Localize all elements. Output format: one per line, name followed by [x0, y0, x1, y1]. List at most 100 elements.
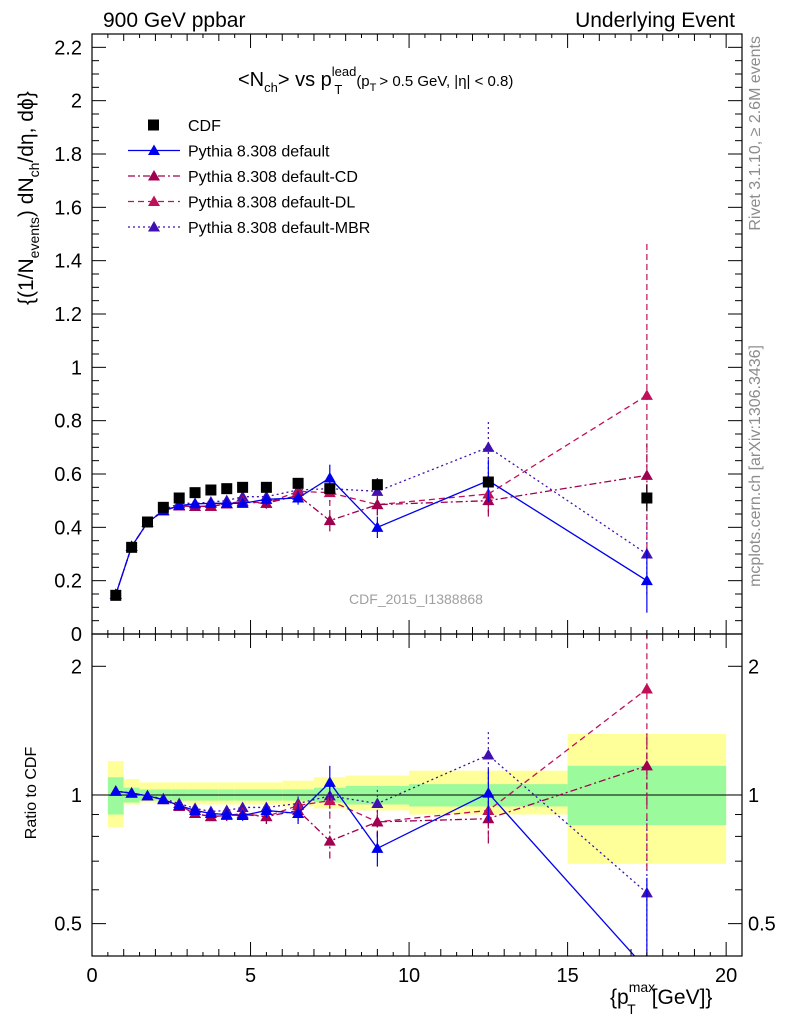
point-default-12: [371, 521, 384, 532]
point-cd-14: [640, 469, 653, 480]
ratio-line-cd: [115, 765, 648, 842]
ratio-point-default-8: [236, 809, 249, 821]
point-mbr-13: [482, 441, 495, 452]
ratio-series-group: [109, 634, 653, 975]
main-y-tick-label: 1.4: [54, 251, 82, 273]
point-default-11: [323, 472, 336, 483]
main-y-tick-label: 0.4: [54, 517, 82, 539]
ratio-point-cd-12: [371, 815, 384, 827]
ratio-point-default-9: [260, 804, 273, 815]
title-part-b-sub: T: [334, 82, 342, 97]
title-part-a-sub: ch: [264, 80, 278, 95]
x-tick-label: 20: [715, 965, 737, 987]
ratio-point-cd-11: [323, 835, 336, 846]
ratio-point-mbr-12: [371, 797, 384, 809]
main-y-tick-label: 1.8: [54, 144, 82, 166]
point-data-10: [292, 477, 304, 489]
ylabel-part-b: ) dN: [15, 177, 38, 217]
main-y-tick-label: 1.2: [54, 304, 82, 326]
legend: CDF Pythia 8.308 default Pythia 8.308 defa…: [128, 118, 370, 237]
xlabel-part-a-sub: T: [627, 1001, 636, 1017]
x-tick-label: 0: [86, 965, 97, 987]
point-default-8: [236, 497, 249, 508]
point-data-6: [205, 484, 217, 496]
ratio-point-default-0: [109, 785, 122, 796]
main-y-tick-label: 1: [71, 357, 82, 379]
ratio-point-default-4: [173, 799, 186, 810]
ratio-point-default-1: [125, 787, 138, 798]
xlabel-part-a-sup: max: [629, 979, 655, 995]
ratio-point-default-6: [204, 807, 217, 818]
ylabel-part-a: {(1/N: [15, 258, 38, 305]
main-y-tick-label: 1.6: [54, 197, 82, 219]
point-data-2: [141, 516, 153, 528]
plot-marks: [109, 240, 653, 975]
ratio-y-tick-label-right: 0.5: [748, 914, 776, 936]
rivet-label: Rivet 3.1.10, ≥ 2.6M events: [747, 36, 764, 231]
point-data-7: [221, 483, 233, 495]
ratio-y-tick-label-right: 1: [748, 785, 759, 807]
point-cd-11: [323, 514, 336, 526]
point-default-4: [173, 499, 186, 510]
legend-marker-data: [148, 119, 159, 131]
main-y-tick-label: 0: [71, 624, 82, 646]
legend-label-default: Pythia 8.308 default: [188, 144, 330, 161]
ratio-point-default-13: [482, 787, 495, 798]
point-data-8: [237, 481, 249, 493]
ratio-point-default-7: [220, 808, 233, 820]
main-y-tick-label: 0.2: [54, 571, 82, 593]
ratio-y-tick-label: 0.5: [54, 914, 82, 936]
ratio-point-default-2: [141, 789, 154, 801]
chart-title: <Nch> vs plead T (pT > 0.5 GeV, |η| < 0.8): [238, 64, 513, 97]
point-default-9: [260, 493, 273, 504]
legend-label-cd: Pythia 8.308 default-CD: [188, 169, 358, 186]
main-y-tick-label: 2: [71, 91, 82, 113]
main-y-tick-label: 0.8: [54, 411, 82, 433]
legend-marker-mbr: [148, 221, 160, 232]
point-cd-12: [371, 498, 384, 510]
ratio-point-default-3: [157, 793, 170, 805]
ratio-band-green-0: [107, 777, 124, 815]
point-data-1: [126, 541, 138, 553]
point-default-5: [189, 497, 202, 509]
header-right: Underlying Event: [575, 9, 735, 32]
point-dl-14: [640, 389, 653, 400]
ratio-point-default-11: [323, 776, 336, 787]
main-series-group: [109, 240, 653, 613]
axes: 0 5 10 15 20 0 0.2 0.4 0.6 0.8 1 1.2 1.4 1.6 1.8 2 2.2 0.…: [54, 33, 776, 987]
title-part-d: > 0.5 GeV, |η| < 0.8): [379, 73, 513, 90]
point-default-10: [292, 492, 305, 503]
ratio-point-mbr-13: [482, 749, 495, 760]
y-axis-label: {(1/Nevents) dNch/dη, dϕ}: [15, 91, 42, 305]
xlabel-part-b: [GeV]}: [652, 986, 713, 1009]
ratio-y-tick-label: 1: [71, 785, 82, 807]
point-mbr-12: [371, 485, 384, 496]
x-tick-label: 5: [245, 965, 256, 987]
ratio-point-cd-14: [640, 759, 653, 771]
x-tick-label: 10: [398, 965, 420, 987]
point-data-11: [324, 483, 336, 495]
ratio-point-default-10: [292, 807, 305, 818]
point-data-3: [157, 501, 169, 513]
ratio-y-tick-label: 2: [71, 656, 82, 678]
ratio-point-default-14: [641, 964, 653, 975]
mcplots-label: mcplots.cern.ch [arXiv:1306.3436]: [747, 345, 764, 587]
main-y-tick-label: 2.2: [54, 37, 82, 59]
title-part-b: > vs p: [278, 69, 332, 91]
title-part-c-sub: T: [370, 82, 377, 94]
point-data-4: [173, 492, 185, 504]
title-part-a: <N: [238, 69, 264, 91]
point-data-12: [371, 479, 383, 491]
point-default-14: [640, 574, 653, 586]
ratio-y-axis-label: Ratio to CDF: [23, 747, 40, 840]
analysis-watermark: CDF_2015_I1388868: [349, 591, 483, 607]
ratio-point-default-12: [371, 842, 384, 853]
legend-label-dl: Pythia 8.308 default-DL: [188, 195, 355, 212]
point-data-14: [641, 492, 653, 504]
legend-marker-default: [148, 144, 160, 155]
header-left: 900 GeV ppbar: [103, 9, 245, 32]
point-data-9: [260, 481, 272, 493]
ratio-point-mbr-8: [236, 801, 249, 812]
xlabel-part-a: {p: [610, 986, 629, 1009]
